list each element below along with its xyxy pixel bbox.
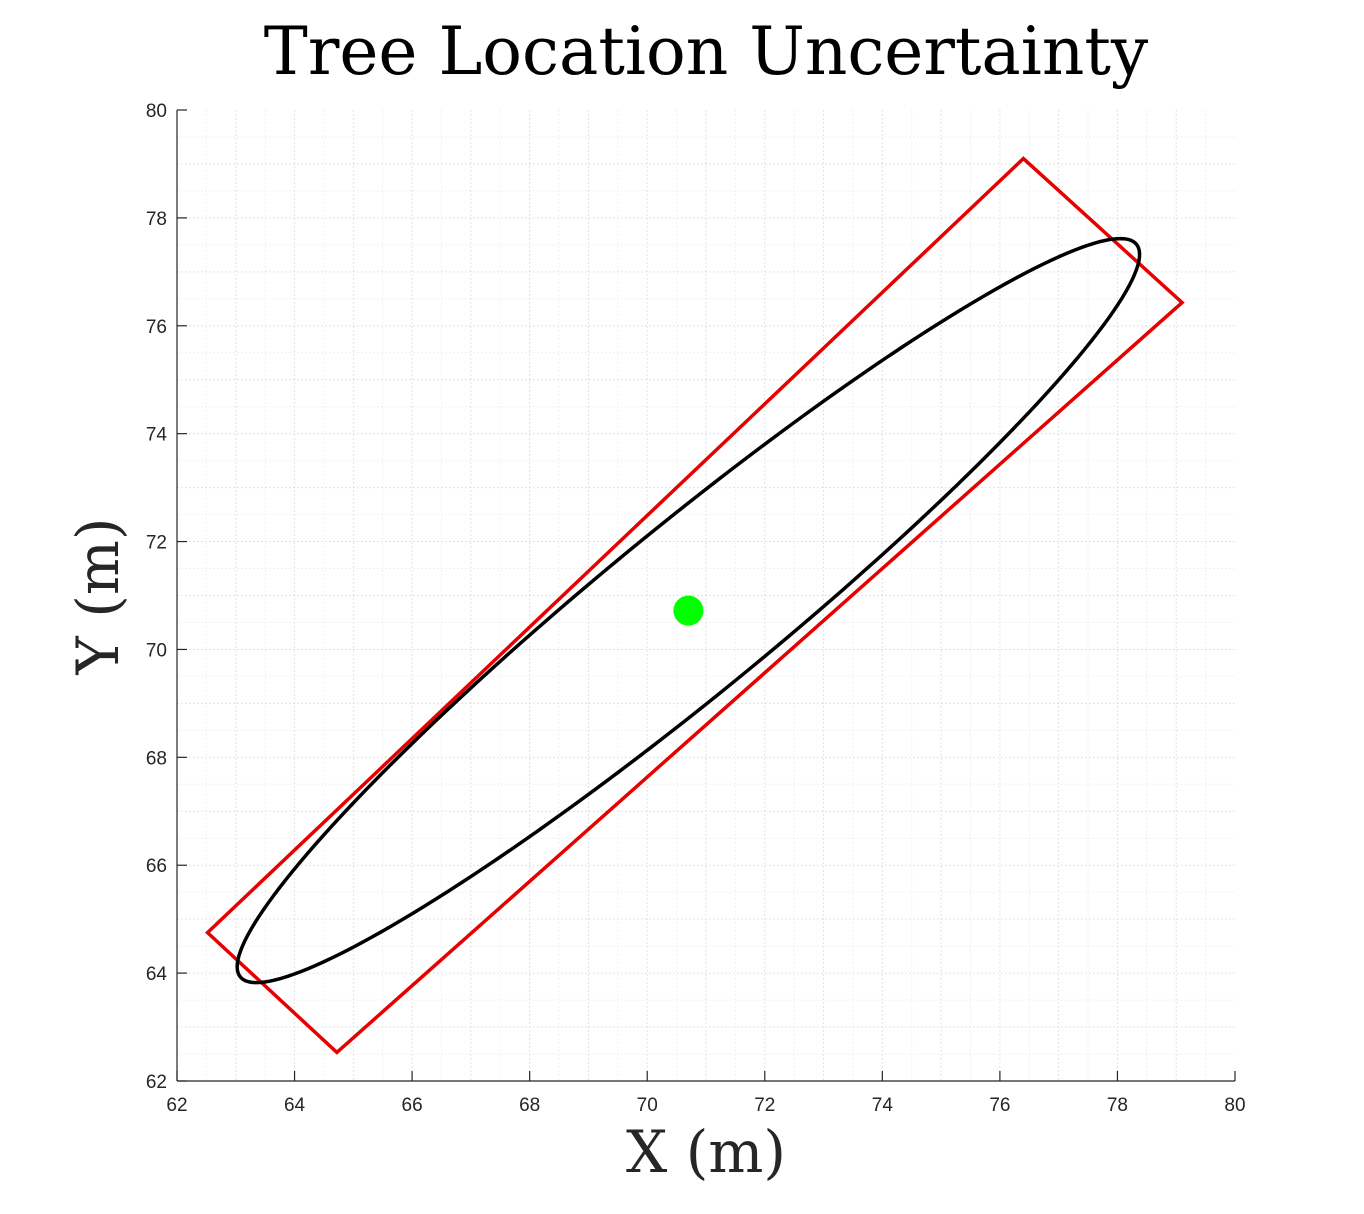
x-tick-label: 74 bbox=[872, 1095, 894, 1116]
y-tick-label: 64 bbox=[146, 964, 168, 985]
y-tick-label: 74 bbox=[146, 425, 168, 446]
x-tick-label: 76 bbox=[989, 1095, 1010, 1116]
axes: 62 64 66 68 70 72 74 76 78 80 62 64 66 68 70 72 74 76 78 80 bbox=[146, 101, 1246, 1116]
y-axis-label: Y (m) bbox=[64, 518, 132, 676]
x-tick-label: 70 bbox=[637, 1095, 658, 1116]
y-tick-label: 66 bbox=[146, 856, 167, 877]
y-tick-label: 70 bbox=[146, 640, 167, 661]
y-tick-label: 78 bbox=[146, 209, 167, 230]
x-tick-label: 72 bbox=[754, 1095, 775, 1116]
y-tick-label: 72 bbox=[146, 533, 167, 554]
x-tick-label: 78 bbox=[1107, 1095, 1128, 1116]
chart-title: Tree Location Uncertainty bbox=[264, 13, 1149, 90]
x-tick-label: 80 bbox=[1224, 1095, 1245, 1116]
y-tick-label: 68 bbox=[146, 748, 167, 769]
uncertainty-rectangle bbox=[205, 156, 1185, 1055]
data-layer bbox=[205, 156, 1185, 1055]
x-tick-label: 66 bbox=[402, 1095, 423, 1116]
x-tick-label: 64 bbox=[284, 1095, 306, 1116]
y-tick-label: 80 bbox=[146, 101, 167, 122]
uncertainty-ellipse bbox=[235, 236, 1142, 985]
tree-location-point bbox=[673, 595, 704, 626]
x-axis-label: X (m) bbox=[626, 1118, 786, 1186]
y-tick-label: 76 bbox=[146, 317, 167, 338]
y-tick-label: 62 bbox=[146, 1072, 167, 1093]
x-tick-label: 68 bbox=[519, 1095, 540, 1116]
x-tick-label: 62 bbox=[166, 1095, 187, 1116]
grid bbox=[177, 110, 1235, 1081]
